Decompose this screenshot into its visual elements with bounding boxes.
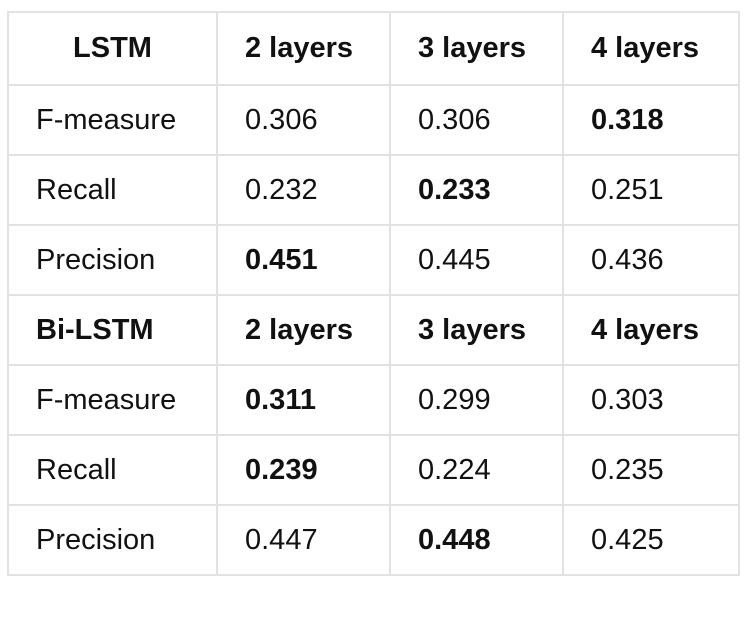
table-cell: 0.306 — [389, 84, 564, 156]
table-cell: 0.299 — [389, 364, 564, 436]
metric-label: Precision — [7, 224, 218, 296]
table-cell-best: 0.448 — [389, 504, 564, 576]
table-row: Precision 0.451 0.445 0.436 — [7, 224, 740, 296]
table-cell: 0.447 — [216, 504, 391, 576]
table-cell: 0.232 — [216, 154, 391, 226]
table-row: Recall 0.232 0.233 0.251 — [7, 154, 740, 226]
table-cell: 0.436 — [562, 224, 740, 296]
column-header-2-layers: 2 layers — [216, 294, 391, 366]
results-table: LSTM 2 layers 3 layers 4 layers F-measur… — [7, 11, 740, 576]
table-cell-best: 0.233 — [389, 154, 564, 226]
column-header-3-layers: 3 layers — [389, 294, 564, 366]
metric-label: F-measure — [7, 364, 218, 436]
table-cell: 0.251 — [562, 154, 740, 226]
metric-label: Recall — [7, 434, 218, 506]
table-cell: 0.306 — [216, 84, 391, 156]
header-row-bi-lstm: Bi-LSTM 2 layers 3 layers 4 layers — [7, 294, 740, 366]
column-header-4-layers: 4 layers — [562, 294, 740, 366]
header-row-lstm: LSTM 2 layers 3 layers 4 layers — [7, 11, 740, 86]
column-header-3-layers: 3 layers — [389, 11, 564, 86]
table-cell: 0.445 — [389, 224, 564, 296]
section-label-lstm: LSTM — [7, 11, 218, 86]
metric-label: Recall — [7, 154, 218, 226]
table-cell: 0.235 — [562, 434, 740, 506]
table-cell-best: 0.239 — [216, 434, 391, 506]
results-table-container: LSTM 2 layers 3 layers 4 layers F-measur… — [7, 11, 740, 576]
column-header-2-layers: 2 layers — [216, 11, 391, 86]
table-cell-best: 0.318 — [562, 84, 740, 156]
metric-label: F-measure — [7, 84, 218, 156]
metric-label: Precision — [7, 504, 218, 576]
table-row: F-measure 0.306 0.306 0.318 — [7, 84, 740, 156]
table-cell: 0.425 — [562, 504, 740, 576]
section-label-bi-lstm: Bi-LSTM — [7, 294, 218, 366]
table-cell-best: 0.451 — [216, 224, 391, 296]
table-row: Recall 0.239 0.224 0.235 — [7, 434, 740, 506]
table-cell: 0.303 — [562, 364, 740, 436]
table-row: Precision 0.447 0.448 0.425 — [7, 504, 740, 576]
column-header-4-layers: 4 layers — [562, 11, 740, 86]
table-row: F-measure 0.311 0.299 0.303 — [7, 364, 740, 436]
table-cell-best: 0.311 — [216, 364, 391, 436]
table-cell: 0.224 — [389, 434, 564, 506]
